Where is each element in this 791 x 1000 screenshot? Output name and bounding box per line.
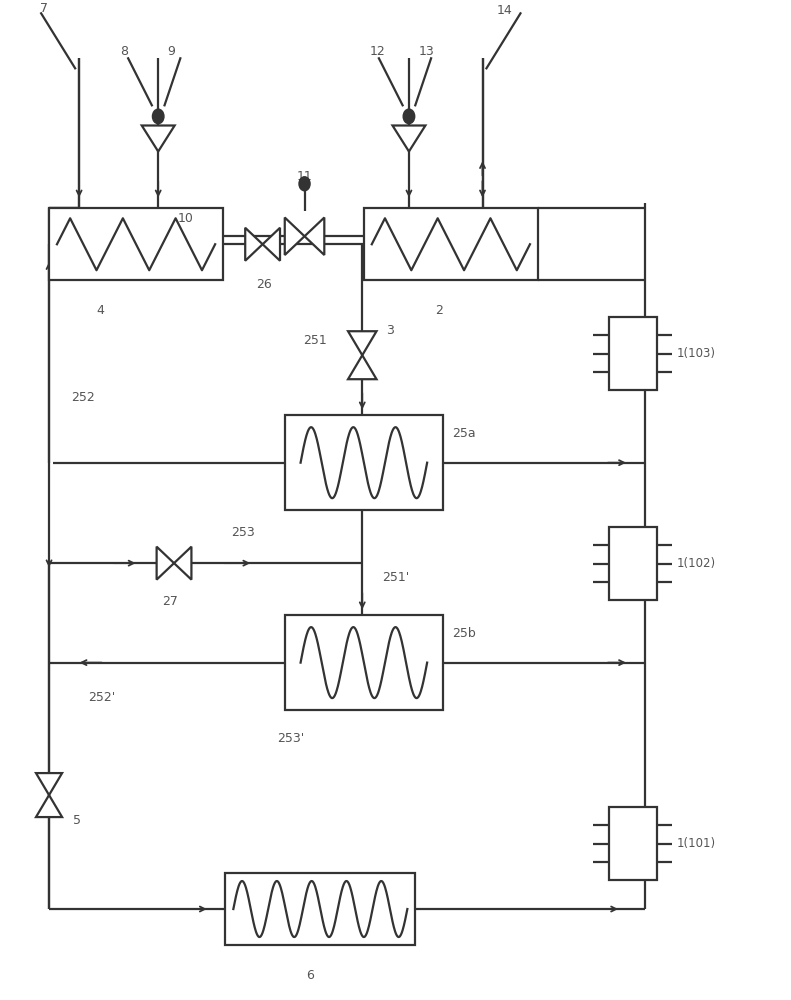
Text: 3: 3 xyxy=(386,324,394,337)
Text: 252': 252' xyxy=(89,691,115,704)
Text: 1(102): 1(102) xyxy=(676,557,715,570)
Bar xyxy=(364,208,538,280)
Bar xyxy=(285,615,443,710)
Text: 5: 5 xyxy=(73,814,81,827)
Text: 253: 253 xyxy=(231,526,255,539)
Bar xyxy=(285,415,443,510)
Text: 1(103): 1(103) xyxy=(676,347,715,360)
Polygon shape xyxy=(285,218,305,255)
Text: 253': 253' xyxy=(277,732,304,745)
Circle shape xyxy=(403,109,414,124)
Text: 10: 10 xyxy=(178,212,194,225)
Polygon shape xyxy=(305,218,324,255)
Polygon shape xyxy=(174,547,191,580)
Polygon shape xyxy=(157,547,174,580)
Text: 14: 14 xyxy=(497,4,513,17)
Circle shape xyxy=(299,177,310,191)
Polygon shape xyxy=(348,331,377,355)
Bar xyxy=(225,873,415,945)
Text: 12: 12 xyxy=(369,45,385,58)
Text: 2: 2 xyxy=(435,304,443,317)
Text: 8: 8 xyxy=(120,45,128,58)
Polygon shape xyxy=(263,228,280,261)
Polygon shape xyxy=(36,795,62,817)
Polygon shape xyxy=(392,125,426,151)
Text: 251': 251' xyxy=(382,571,409,584)
Text: 4: 4 xyxy=(97,304,104,317)
Text: 1(101): 1(101) xyxy=(676,837,715,850)
Polygon shape xyxy=(245,228,263,261)
Bar xyxy=(49,208,223,280)
Polygon shape xyxy=(142,125,175,151)
Text: 25a: 25a xyxy=(452,427,476,440)
Text: 26: 26 xyxy=(256,278,272,291)
Text: 7: 7 xyxy=(40,2,47,15)
Bar xyxy=(609,527,657,600)
Text: 27: 27 xyxy=(162,595,178,608)
Text: 25b: 25b xyxy=(452,627,476,640)
Text: 252: 252 xyxy=(71,391,95,404)
Polygon shape xyxy=(36,773,62,795)
Circle shape xyxy=(153,109,164,124)
Polygon shape xyxy=(348,355,377,379)
Text: 9: 9 xyxy=(168,45,176,58)
Text: 6: 6 xyxy=(306,969,314,982)
Text: 11: 11 xyxy=(297,170,312,183)
Text: 13: 13 xyxy=(418,45,434,58)
Bar xyxy=(609,807,657,880)
Bar xyxy=(609,317,657,390)
Text: 251: 251 xyxy=(303,334,327,347)
